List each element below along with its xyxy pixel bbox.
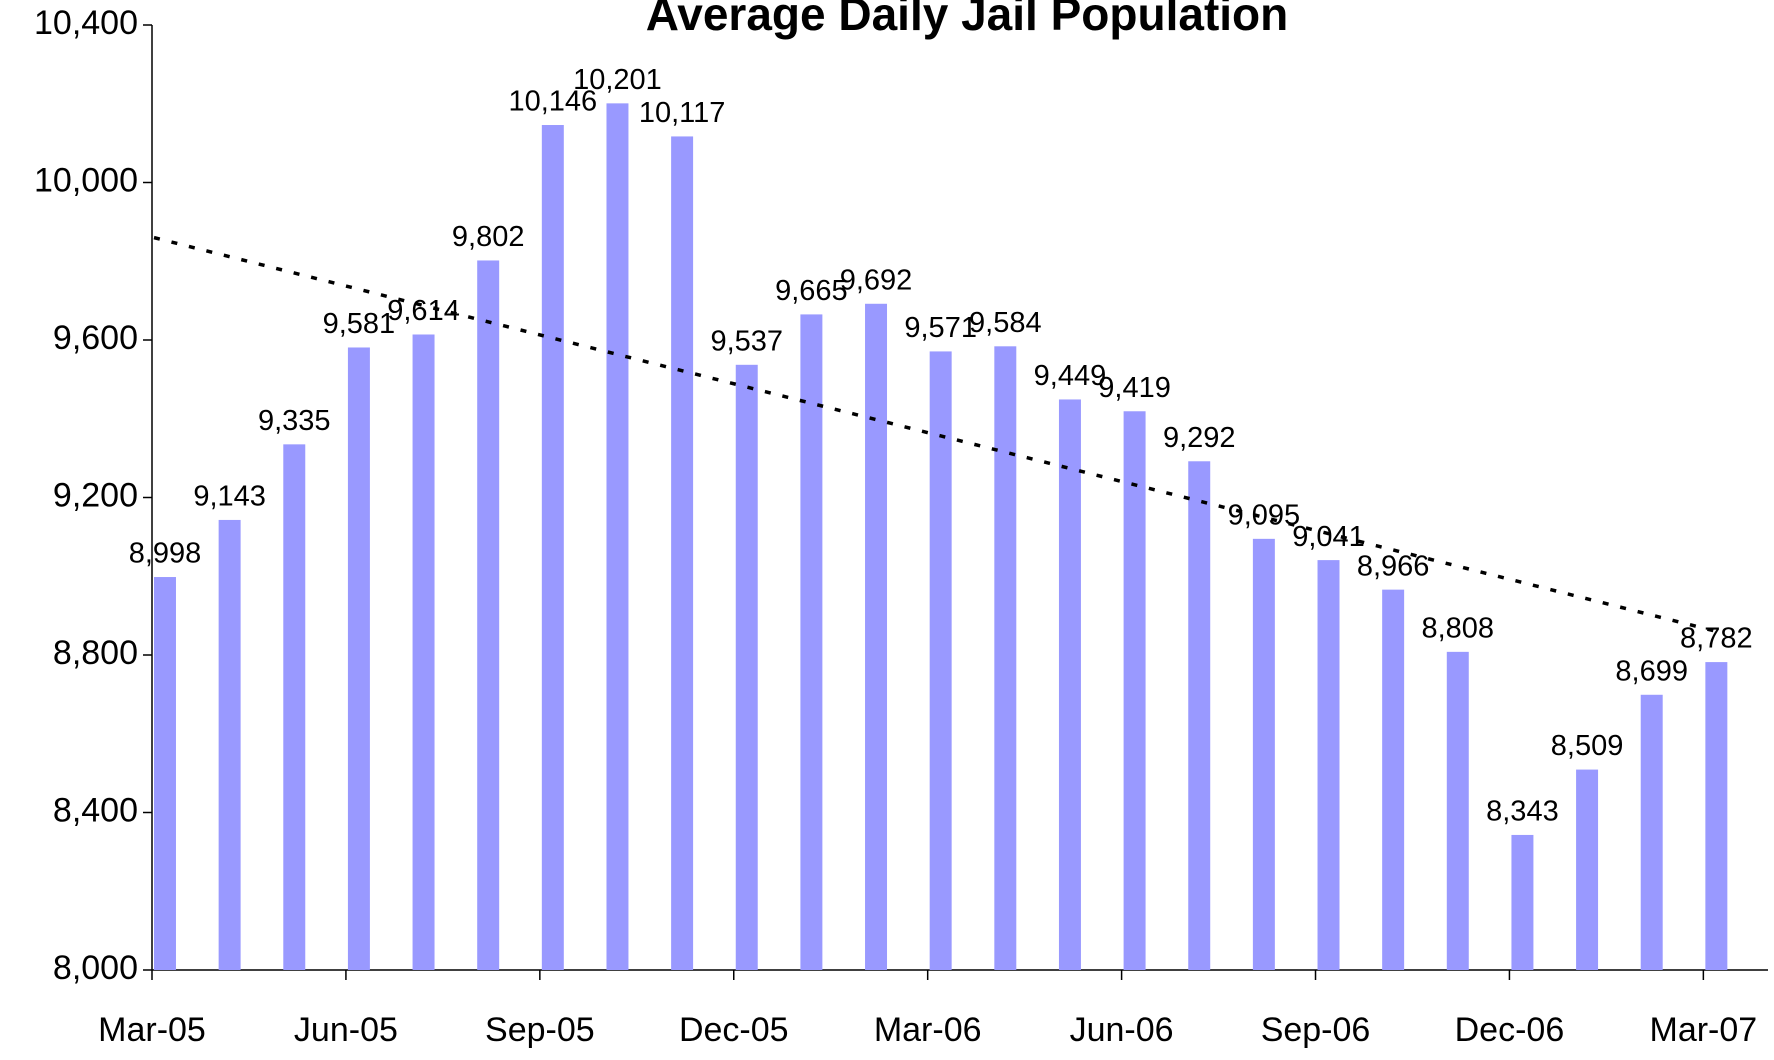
data-label: 9,614: [387, 295, 460, 327]
bar: [671, 136, 694, 970]
data-label: 9,095: [1228, 500, 1301, 532]
data-label: 9,584: [969, 307, 1042, 339]
data-label: 9,041: [1292, 521, 1365, 553]
data-label: 9,537: [710, 325, 783, 357]
x-tick-label: Jun-06: [1070, 1011, 1174, 1049]
bar: [865, 303, 888, 970]
data-label: 8,966: [1357, 550, 1430, 582]
bar: [1511, 834, 1534, 970]
y-tick-label: 9,200: [53, 476, 138, 514]
bar: [412, 334, 435, 970]
x-tick-label: Mar-07: [1650, 1011, 1758, 1049]
bar: [1640, 694, 1663, 970]
data-label: 9,419: [1098, 372, 1171, 404]
x-tick-label: Sep-06: [1261, 1011, 1371, 1049]
y-tick-label: 8,000: [53, 949, 138, 987]
data-label: 10,117: [639, 97, 726, 129]
data-label: 8,509: [1551, 730, 1624, 762]
y-tick-label: 9,600: [53, 319, 138, 357]
data-label: 9,571: [904, 312, 977, 344]
data-label: 10,201: [573, 64, 662, 96]
bar: [606, 103, 629, 970]
data-label: 9,335: [258, 405, 331, 437]
bar: [1123, 411, 1146, 970]
bar: [154, 577, 176, 970]
data-label: 8,782: [1680, 623, 1753, 655]
bar: [1705, 662, 1728, 970]
bar: [1058, 399, 1081, 970]
bar: [1317, 560, 1340, 970]
data-label: 9,143: [193, 481, 266, 513]
bar: [994, 346, 1017, 970]
bar: [218, 519, 241, 970]
y-tick-label: 10,000: [34, 161, 138, 199]
data-label: 8,998: [129, 538, 202, 570]
data-label: 8,808: [1421, 613, 1494, 645]
chart-title: Average Daily Jail Population: [646, 0, 1289, 40]
data-label: 10,146: [508, 86, 597, 118]
data-label: 9,581: [323, 308, 396, 340]
data-label: 9,449: [1034, 360, 1107, 392]
x-tick-label: Jun-05: [294, 1011, 398, 1049]
bar: [1252, 538, 1275, 970]
bar: [929, 351, 952, 970]
bar: [283, 444, 306, 970]
bar: [1576, 769, 1599, 970]
data-label: 9,692: [840, 264, 913, 296]
x-tick-label: Mar-06: [874, 1011, 982, 1049]
x-tick-label: Mar-05: [98, 1011, 206, 1049]
y-tick-label: 8,400: [53, 791, 138, 829]
bar: [1382, 589, 1405, 970]
x-tick-label: Sep-05: [485, 1011, 595, 1049]
bar: [735, 364, 758, 970]
y-tick-label: 10,400: [34, 4, 138, 42]
data-label: 9,665: [775, 275, 848, 307]
x-tick-label: Dec-06: [1455, 1011, 1565, 1049]
bar: [1446, 651, 1469, 970]
bar: [800, 314, 823, 970]
data-label: 9,802: [452, 221, 525, 253]
y-tick-label: 8,800: [53, 634, 138, 672]
bar: [347, 347, 370, 970]
bar: [477, 260, 500, 970]
data-label: 8,699: [1615, 655, 1688, 687]
data-label: 8,343: [1486, 796, 1559, 828]
x-tick-label: Dec-05: [679, 1011, 789, 1049]
data-label: 9,292: [1163, 422, 1236, 454]
bar: [541, 125, 564, 970]
bar: [1188, 461, 1211, 970]
